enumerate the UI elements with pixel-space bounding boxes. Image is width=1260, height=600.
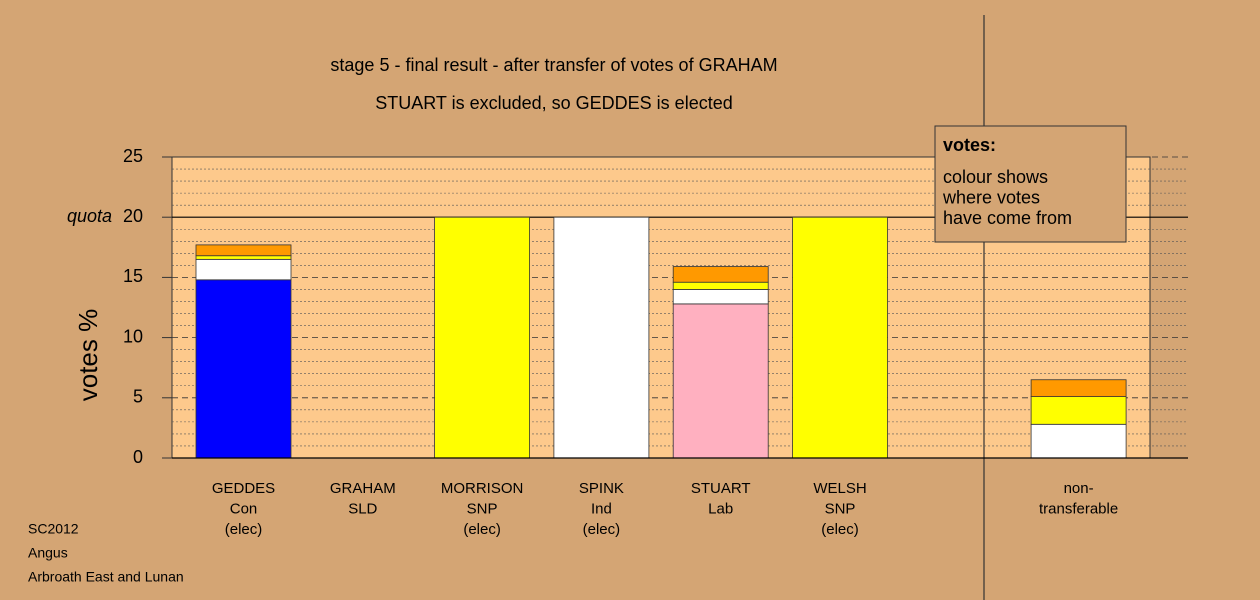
bar-segment — [672, 289, 769, 305]
quota-label: quota — [67, 206, 112, 226]
x-tick-label: SPINK — [579, 480, 624, 497]
y-tick-label: 10 — [123, 326, 143, 346]
bar-segment — [195, 258, 292, 281]
x-tick-label: (elec) — [463, 521, 501, 538]
chart-title: stage 5 - final result - after transfer … — [330, 55, 777, 75]
x-tick-label: WELSH — [813, 480, 866, 497]
x-tick-label: SNP — [467, 500, 498, 517]
x-tick-label: Con — [230, 500, 258, 517]
bar-segment — [672, 266, 769, 283]
legend-text: where votes — [942, 187, 1040, 207]
note: Angus — [28, 545, 68, 561]
bar-segment — [1030, 396, 1127, 425]
bar-segment — [195, 244, 292, 257]
note: SC2012 — [28, 521, 79, 537]
y-axis-label: votes % — [73, 309, 103, 402]
y-tick-label: 0 — [133, 447, 143, 467]
y-tick-label: 5 — [133, 387, 143, 407]
y-tick-label: 15 — [123, 266, 143, 286]
x-tick-label: (elec) — [583, 521, 621, 538]
bar-segment — [1030, 379, 1127, 397]
legend-text: have come from — [943, 208, 1072, 228]
x-tick-label: MORRISON — [441, 480, 524, 497]
y-tick-label: 20 — [123, 206, 143, 226]
note: Arbroath East and Lunan — [28, 569, 184, 585]
x-tick-label: STUART — [691, 480, 751, 497]
bar-segment — [195, 255, 292, 260]
legend-text: colour shows — [943, 167, 1048, 187]
bar-segment — [434, 216, 531, 459]
x-tick-label: SNP — [825, 500, 856, 517]
bar-segment — [1030, 423, 1127, 459]
x-tick-label: GEDDES — [212, 480, 275, 497]
bar-segment — [553, 216, 650, 459]
bar-segment — [195, 279, 292, 459]
x-tick-label: (elec) — [821, 521, 859, 538]
chart-subtitle: STUART is excluded, so GEDDES is elected — [375, 93, 732, 113]
legend-box — [934, 125, 1127, 243]
legend-heading: votes: — [943, 135, 996, 155]
y-tick-label: 25 — [123, 146, 143, 166]
x-tick-label: (elec) — [225, 521, 263, 538]
x-tick-label: transferable — [1039, 500, 1118, 517]
x-tick-label: non- — [1064, 480, 1094, 497]
x-tick-label: GRAHAM — [330, 480, 396, 497]
x-tick-label: Lab — [708, 500, 733, 517]
bar-segment — [672, 303, 769, 459]
x-tick-label: SLD — [348, 500, 377, 517]
bar-segment — [792, 216, 888, 459]
bar-segment — [672, 281, 769, 290]
x-tick-label: Ind — [591, 500, 612, 517]
